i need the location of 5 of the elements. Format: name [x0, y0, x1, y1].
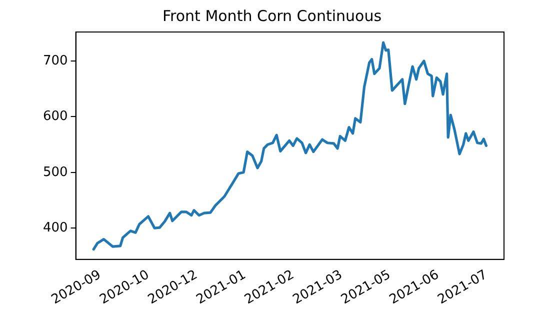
chart-title: Front Month Corn Continuous: [162, 6, 382, 25]
y-tick-label: 700: [42, 53, 68, 68]
y-tick-label: 400: [42, 220, 68, 236]
y-tick-label: 600: [42, 109, 68, 124]
y-tick-label: 500: [42, 164, 68, 180]
